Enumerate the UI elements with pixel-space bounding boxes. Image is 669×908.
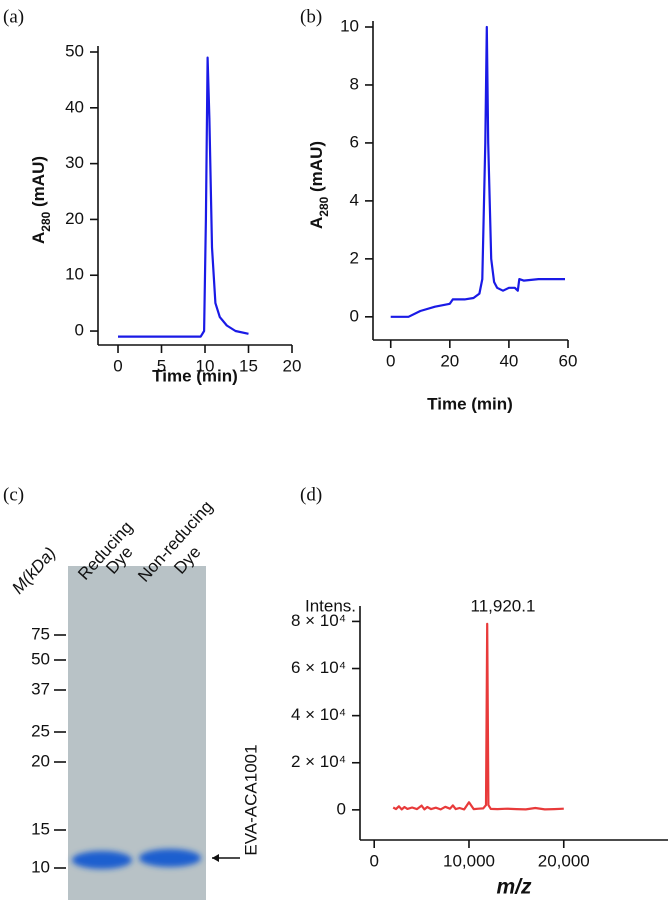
y-tick-label: 6 × 10⁴ bbox=[291, 658, 346, 677]
y-tick-label: 10 bbox=[65, 265, 84, 284]
data-line bbox=[392, 622, 564, 811]
band-label: EVA-ACA1001 bbox=[241, 744, 260, 855]
x-tick-label: 0 bbox=[113, 356, 122, 375]
panel-label: (c) bbox=[3, 484, 24, 505]
x-tick-label: 5 bbox=[157, 356, 166, 375]
y-label-part: (mAU) bbox=[307, 141, 326, 197]
y-tick-label: 8 bbox=[350, 74, 359, 93]
y-tick-label: 2 bbox=[350, 248, 359, 267]
x-tick-label: 10,000 bbox=[443, 851, 495, 870]
gel bbox=[68, 566, 206, 900]
x-tick-label: 20 bbox=[283, 356, 302, 375]
y-axis-label: A280 (mAU) bbox=[307, 141, 331, 229]
y-tick-label: 4 × 10⁴ bbox=[291, 705, 346, 724]
y-label-part: (mAU) bbox=[29, 156, 48, 212]
markers: 75 50 37 25 20 15 10 bbox=[31, 624, 66, 876]
y-tick-label: 8 × 10⁴ bbox=[291, 611, 346, 630]
panel-label: (b) bbox=[300, 6, 322, 27]
x-tick-label: 20,000 bbox=[538, 851, 590, 870]
annotation: 11,920.1 bbox=[471, 596, 536, 615]
y-tick-label: 0 bbox=[350, 306, 359, 325]
y-tick-label: 0 bbox=[337, 799, 346, 818]
x-tick-label: 0 bbox=[386, 351, 395, 370]
x-tick-label: 60 bbox=[559, 351, 578, 370]
y-tick-label: 50 bbox=[65, 41, 84, 60]
y-tick-label: 40 bbox=[65, 97, 84, 116]
x-axis-label: m/z bbox=[496, 876, 532, 899]
x-tick-label: 40 bbox=[499, 351, 518, 370]
data-line bbox=[118, 56, 249, 338]
y-tick-label: 2 × 10⁴ bbox=[291, 752, 346, 771]
marker-label: 20 bbox=[31, 751, 50, 770]
x-tick-label: 0 bbox=[369, 851, 378, 870]
marker-label: 25 bbox=[31, 721, 50, 740]
x-axis-label: Time (min) bbox=[427, 394, 513, 413]
x-axis-label: Time (min) bbox=[152, 366, 238, 385]
panel-label: (a) bbox=[3, 6, 24, 27]
band bbox=[72, 851, 132, 869]
x-tick-label: 20 bbox=[440, 351, 459, 370]
marker-label: 75 bbox=[31, 624, 50, 643]
y-tick-label: 10 bbox=[340, 16, 359, 35]
y-label-part: A bbox=[29, 232, 48, 244]
x-tick-label: 10 bbox=[196, 356, 215, 375]
data-line bbox=[390, 25, 565, 318]
y-tick-label: 30 bbox=[65, 153, 84, 172]
y-axis-label: Intens. bbox=[305, 596, 356, 615]
arrow-head bbox=[212, 854, 219, 862]
band bbox=[139, 849, 201, 867]
y-label-part: 280 bbox=[39, 211, 53, 231]
y-tick-label: 4 bbox=[350, 190, 359, 209]
lane-label: M(kDa) bbox=[8, 544, 59, 598]
marker-label: 15 bbox=[31, 819, 50, 838]
x-tick-label: 15 bbox=[239, 356, 258, 375]
y-label-part: A bbox=[307, 217, 326, 229]
marker-label: 50 bbox=[31, 649, 50, 668]
panel-label: (d) bbox=[300, 484, 322, 505]
y-axis-label: A280 (mAU) bbox=[29, 156, 53, 244]
marker-label: 37 bbox=[31, 679, 50, 698]
y-label-part: 280 bbox=[317, 196, 331, 216]
marker-label: 10 bbox=[31, 857, 50, 876]
y-tick-label: 0 bbox=[75, 321, 84, 340]
y-tick-label: 6 bbox=[350, 132, 359, 151]
y-tick-label: 20 bbox=[65, 209, 84, 228]
